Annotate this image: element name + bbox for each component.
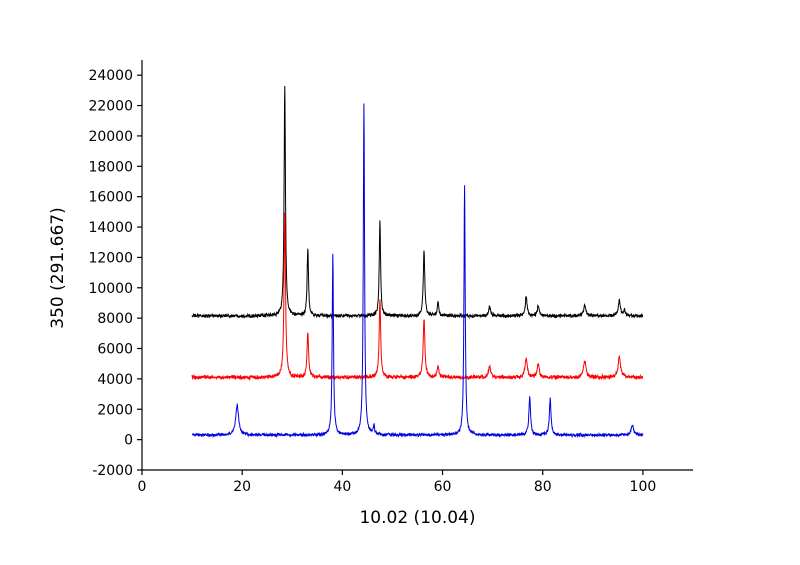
y-tick-label: 18000 <box>88 159 133 175</box>
y-tick-label: 14000 <box>88 220 133 236</box>
y-tick-label: 6000 <box>97 342 133 358</box>
x-tick-label: 100 <box>630 479 657 495</box>
trace-blue <box>191 103 644 439</box>
y-tick-label: 22000 <box>88 99 133 115</box>
x-tick-label: 80 <box>534 479 552 495</box>
y-tick-label: 20000 <box>88 129 133 145</box>
y-tick-label: 4000 <box>97 372 133 388</box>
y-axis-label: 350 (291.667) <box>48 207 68 329</box>
y-tick-label: 2000 <box>97 402 133 418</box>
x-tick-label: 0 <box>138 479 147 495</box>
y-tick-label: 24000 <box>88 68 133 84</box>
y-tick-label: 12000 <box>88 250 133 266</box>
y-tick-label: 16000 <box>88 190 133 206</box>
trace-red <box>191 212 644 382</box>
x-tick-label: 20 <box>233 479 251 495</box>
y-tick-label: 10000 <box>88 281 133 297</box>
trace-black <box>191 85 644 320</box>
x-tick-label: 40 <box>333 479 351 495</box>
x-tick-label: 60 <box>434 479 452 495</box>
y-tick-label: -2000 <box>92 463 133 479</box>
y-tick-label: 8000 <box>97 311 133 327</box>
y-tick-label: 0 <box>124 433 133 449</box>
x-axis-label: 10.02 (10.04) <box>359 508 476 528</box>
